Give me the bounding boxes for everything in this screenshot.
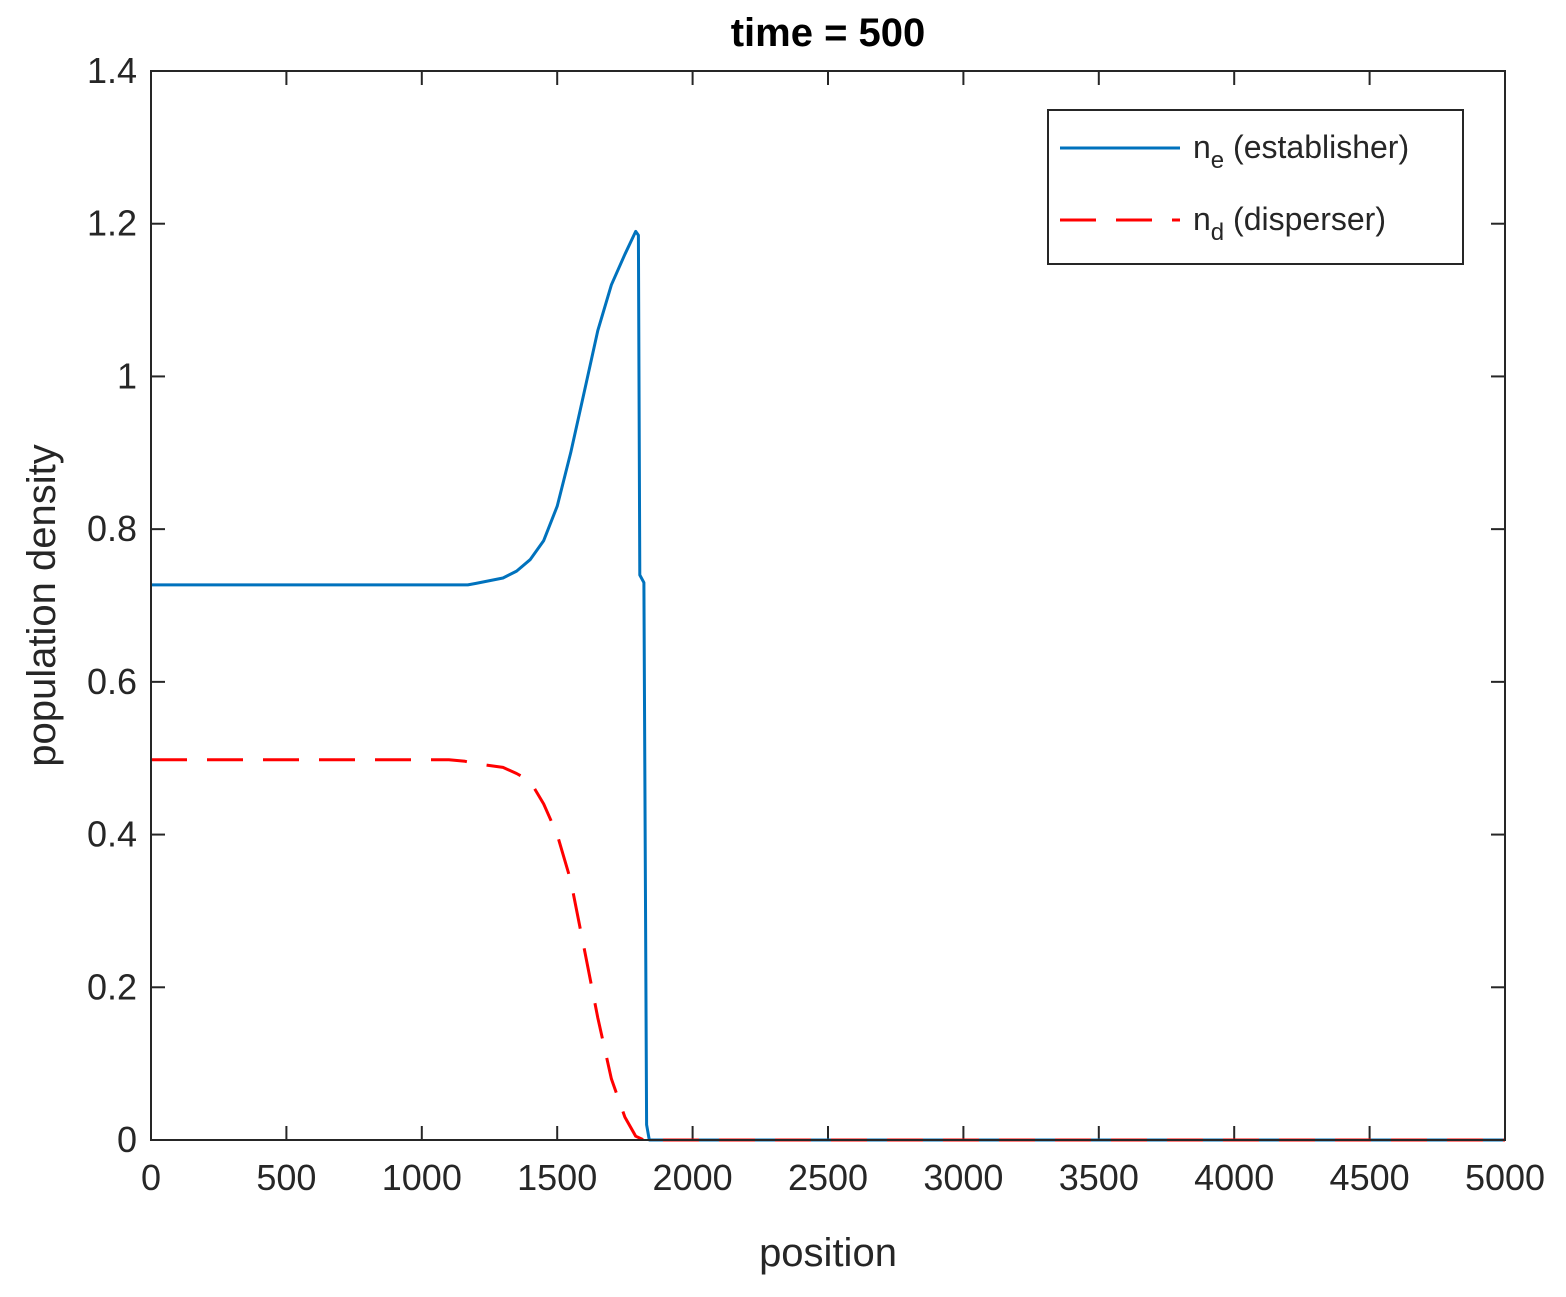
- x-tick-label: 1500: [517, 1157, 597, 1198]
- axis-ticks: 0 500 1000 1500 2000 2500 3000 3500 4000 4500 5000…: [87, 50, 1545, 1198]
- x-tick-label: 1000: [382, 1157, 462, 1198]
- x-tick-label: 500: [256, 1157, 316, 1198]
- x-tick-label: 5000: [1465, 1157, 1545, 1198]
- data-series: [151, 229, 1505, 1142]
- series-line-d: [151, 758, 1505, 1142]
- legend-label-e: ne (establisher): [1193, 129, 1409, 174]
- legend-box: [1047, 109, 1464, 265]
- legend-label-d: nd (disperser): [1193, 201, 1386, 246]
- x-axis-label: position: [759, 1231, 897, 1275]
- y-tick-label: 0: [117, 1119, 137, 1160]
- y-axis-label: population density: [20, 444, 64, 766]
- x-tick-label: 4500: [1330, 1157, 1410, 1198]
- plot-area-frame: [150, 70, 1506, 1141]
- series-line-e: [151, 229, 1505, 1142]
- x-tick-label: 0: [141, 1157, 161, 1198]
- legend: ne (establisher) nd (disperser): [1047, 109, 1464, 265]
- y-tick-label: 1.4: [87, 50, 137, 91]
- x-tick-label: 3500: [1059, 1157, 1139, 1198]
- chart-title: time = 500: [731, 11, 926, 55]
- y-tick-label: 0.8: [87, 508, 137, 549]
- x-tick-label: 2500: [788, 1157, 868, 1198]
- y-tick-label: 0.4: [87, 814, 137, 855]
- x-tick-label: 3000: [923, 1157, 1003, 1198]
- y-tick-label: 0.6: [87, 661, 137, 702]
- x-tick-label: 4000: [1194, 1157, 1274, 1198]
- y-tick-label: 0.2: [87, 966, 137, 1007]
- y-tick-label: 1.2: [87, 203, 137, 244]
- x-tick-label: 2000: [653, 1157, 733, 1198]
- y-tick-label: 1: [117, 355, 137, 396]
